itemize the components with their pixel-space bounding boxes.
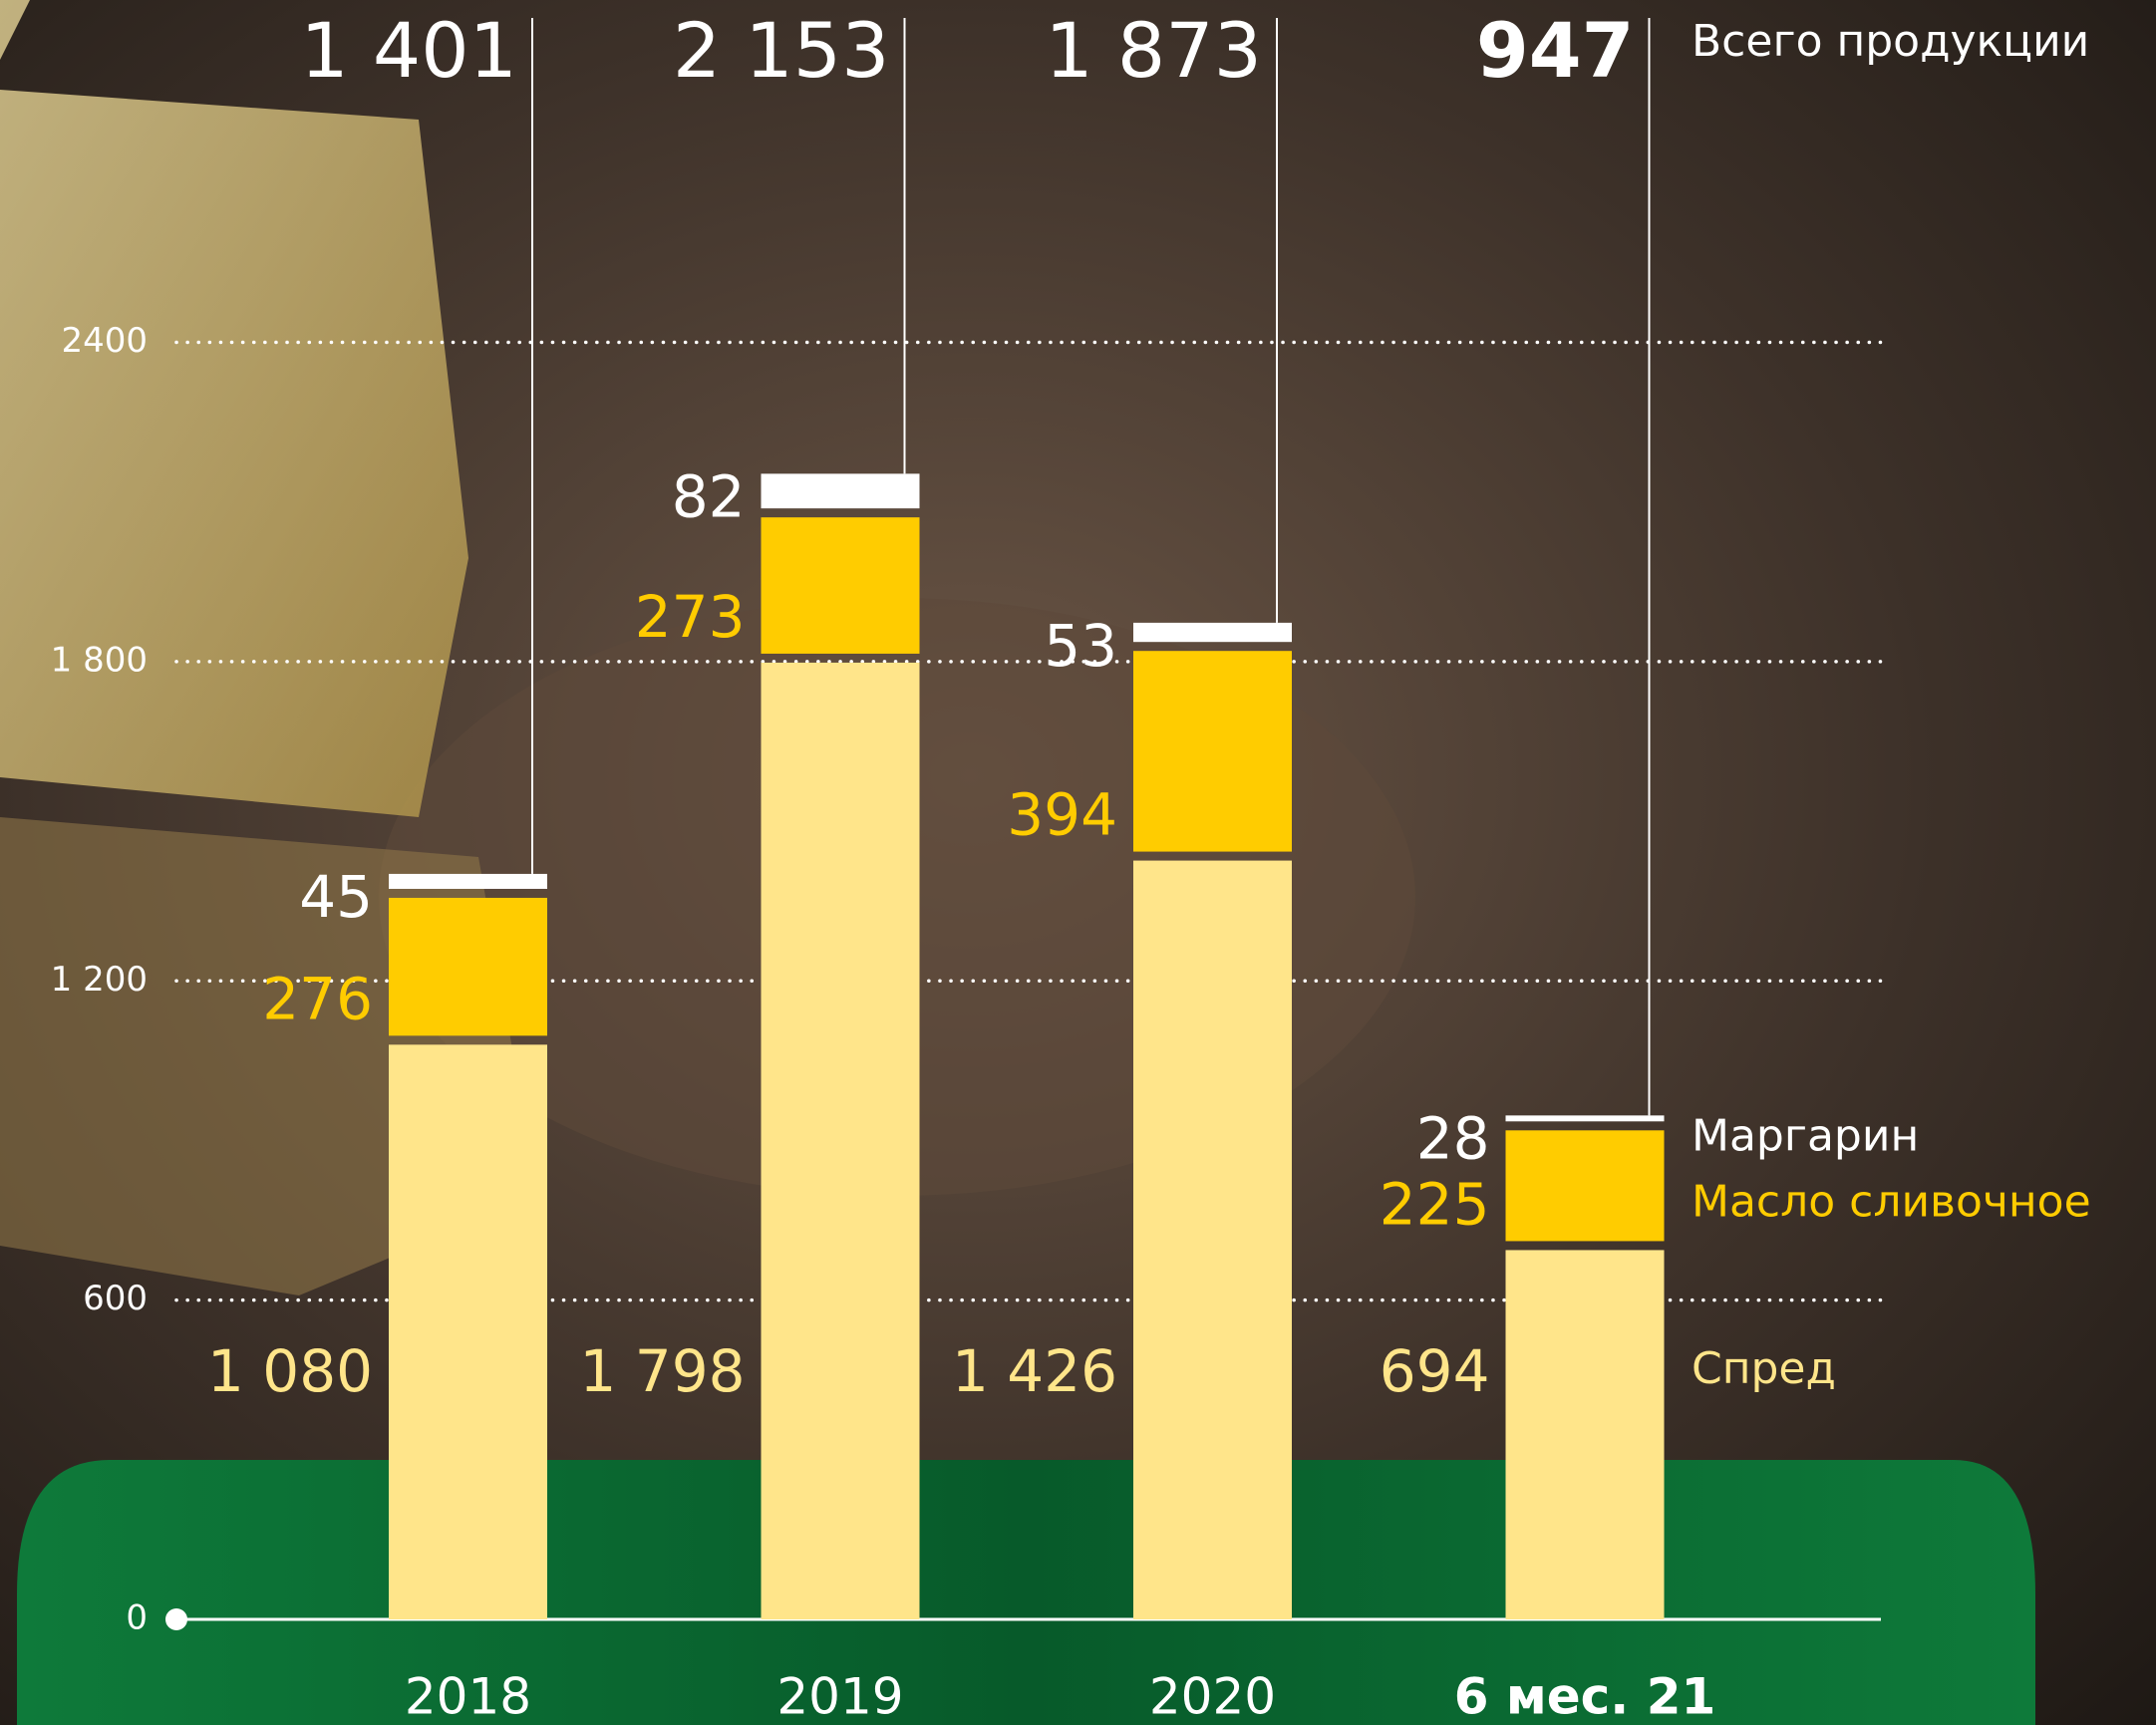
legend-total: Всего продукции [1692, 16, 2089, 67]
bar-segment [762, 473, 920, 508]
segment-label: 694 [1380, 1337, 1490, 1405]
segment-label: 225 [1380, 1171, 1490, 1239]
butter-decoration [0, 0, 468, 817]
y-tick-label: 0 [126, 1598, 148, 1638]
x-tick-label: 2020 [1149, 1668, 1276, 1725]
legend-entry: Спред [1692, 1343, 1836, 1394]
segment-label: 1 798 [579, 1337, 745, 1405]
green-band [17, 1460, 2035, 1725]
bar-segment [762, 663, 920, 1619]
bar-segment [389, 898, 547, 1035]
bar-segment [389, 874, 547, 889]
segment-label: 45 [299, 863, 373, 931]
total-label: 1 873 [1045, 6, 1262, 95]
page: 0 600 1 200 1 800 2400 2018 1 401 1 080 276 45 201… [0, 0, 2156, 1725]
bar-segment [1133, 651, 1292, 851]
segment-label: 1 080 [207, 1337, 373, 1405]
bar-segment [389, 1044, 547, 1619]
bar-segment [762, 517, 920, 654]
y-tick-label: 1 200 [51, 960, 148, 1000]
segment-label: 53 [1044, 612, 1117, 680]
axis-origin-dot [165, 1608, 187, 1630]
x-tick-label: 2019 [776, 1668, 903, 1725]
segment-label: 394 [1007, 781, 1117, 849]
y-tick-label: 600 [83, 1279, 148, 1318]
x-tick-label: 6 мес. 21 [1454, 1668, 1716, 1725]
total-label: 2 153 [673, 6, 890, 95]
bar-segment [1133, 623, 1292, 642]
total-label: 1 401 [300, 6, 517, 95]
chart: 0 600 1 200 1 800 2400 2018 1 401 1 080 276 45 201… [0, 0, 2156, 1725]
legend-entry: Масло сливочное [1692, 1176, 2091, 1227]
y-tick-label: 2400 [61, 321, 148, 361]
segment-label: 28 [1416, 1104, 1490, 1172]
segment-label: 276 [262, 965, 373, 1032]
total-label: 947 [1476, 6, 1635, 95]
x-tick-label: 2018 [405, 1668, 531, 1725]
legend-entry: Маргарин [1692, 1110, 1919, 1161]
bar-segment [1133, 861, 1292, 1619]
bar-segment [1506, 1250, 1665, 1619]
segment-label: 273 [635, 583, 746, 651]
bar-segment [1506, 1130, 1665, 1241]
y-tick-label: 1 800 [51, 640, 148, 680]
bar-segment [1506, 1115, 1665, 1121]
segment-label: 1 426 [952, 1337, 1117, 1405]
segment-label: 82 [672, 462, 746, 530]
